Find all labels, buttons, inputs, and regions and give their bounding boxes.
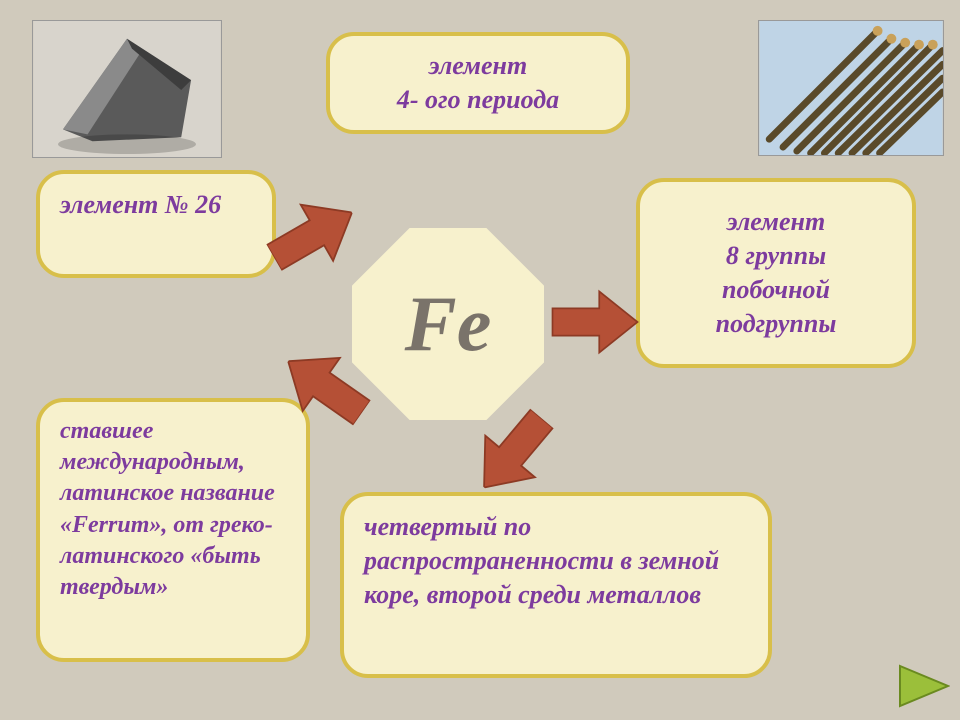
bubble-group: элемент 8 группы побочной подгруппы [636, 178, 916, 368]
rebar-image [758, 20, 944, 156]
slide-stage: Fe элемент 4- ого периода элемент № 26 элем… [0, 0, 960, 720]
bubble-atomic-number-text: элемент № 26 [60, 190, 221, 219]
bubble-atomic-number: элемент № 26 [36, 170, 276, 278]
bubble-abundance: четвертый по распространенности в земной… [340, 492, 772, 678]
bubble-latin-name: ставшее международным, латинское названи… [36, 398, 310, 662]
iron-lump-image [32, 20, 222, 158]
bubble-period: элемент 4- ого периода [326, 32, 630, 134]
next-slide-button[interactable] [898, 664, 950, 708]
bubble-abundance-text: четвертый по распространенности в земной… [364, 512, 719, 609]
bubble-period-text: элемент 4- ого периода [397, 49, 559, 117]
bubble-group-text: элемент 8 группы побочной подгруппы [716, 205, 837, 340]
center-element-symbol: Fe [352, 228, 544, 420]
arrow-to-group [550, 288, 640, 356]
bubble-latin-name-text: ставшее международным, латинское названи… [60, 418, 275, 600]
element-symbol-text: Fe [405, 279, 492, 369]
